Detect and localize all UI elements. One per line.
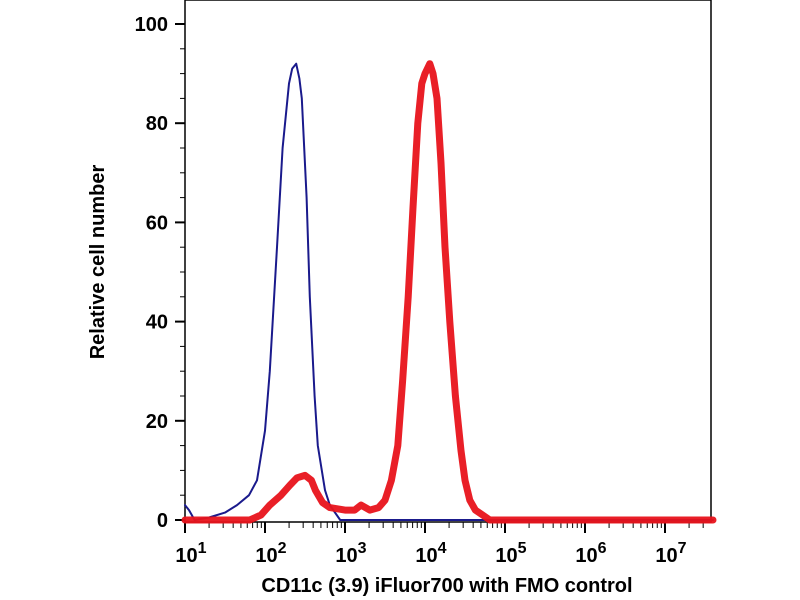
x-tick-label: 103 — [335, 540, 366, 567]
y-axis-label: Relative cell number — [87, 165, 109, 360]
y-tick-label: 100 — [135, 14, 168, 36]
x-tick-label: 102 — [255, 540, 286, 567]
series-line-fmo-control — [184, 62, 714, 521]
y-axis: 0 20 40 60 80 100 — [135, 14, 185, 532]
y-tick-label: 20 — [146, 411, 168, 433]
x-axis-label: CD11c (3.9) iFluor700 with FMO control — [261, 575, 632, 597]
y-tick-label: 60 — [146, 212, 168, 234]
y-tick-label: 80 — [146, 113, 168, 135]
x-tick-label: 101 — [175, 540, 206, 567]
x-tick-label: 104 — [415, 540, 446, 567]
y-tick-label: 0 — [157, 510, 168, 532]
x-tick-label: 107 — [655, 540, 686, 567]
series-line-cd11c-ifluor700 — [181, 60, 717, 524]
x-tick-label: 106 — [575, 540, 606, 567]
x-axis: 101 102 103 104 105 106 107 — [175, 522, 704, 567]
series-group — [181, 60, 717, 524]
x-tick-label: 105 — [495, 540, 526, 567]
y-tick-label: 40 — [146, 312, 168, 334]
